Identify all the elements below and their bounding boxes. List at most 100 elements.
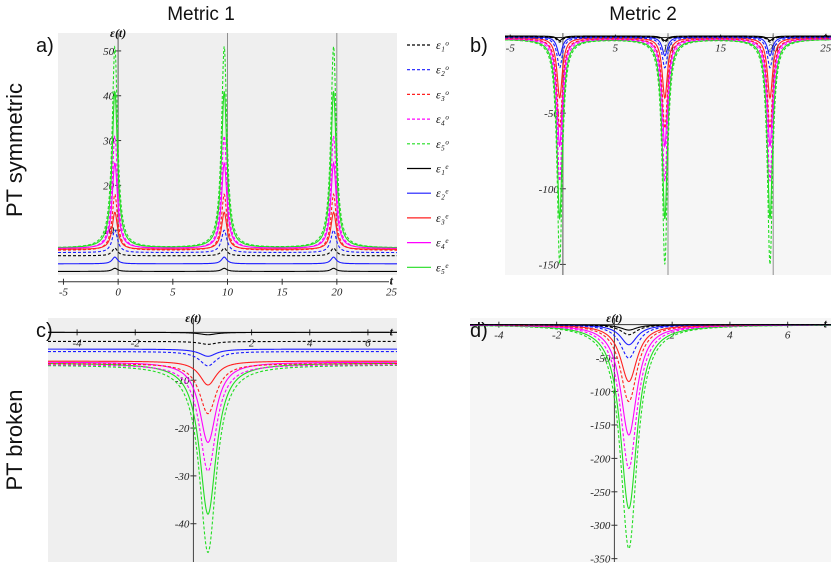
x-tick-label: 25 xyxy=(820,43,831,55)
x-tick-label: 0 xyxy=(115,287,121,299)
series-line-e3 xyxy=(48,360,397,386)
x-tick-label: 25 xyxy=(386,287,398,299)
x-tick-label: 15 xyxy=(715,43,727,55)
legend-label: ε₃ᵒ xyxy=(436,87,449,101)
series-line-o1 xyxy=(470,324,831,336)
series-line-o4 xyxy=(469,324,831,470)
legend-item: ε₁ᵒ xyxy=(407,38,449,52)
x-axis-label: t xyxy=(390,324,394,338)
series-line-e4 xyxy=(57,160,398,249)
plot-background xyxy=(470,318,831,562)
legend-label: ε₅ᵒ xyxy=(436,137,449,151)
series-line-e5 xyxy=(57,90,397,249)
y-tick-label: -10 xyxy=(175,375,190,387)
series-line-e5 xyxy=(504,39,831,221)
x-tick-label: -4 xyxy=(494,330,504,342)
x-tick-label: 6 xyxy=(365,337,371,349)
legend-label: ε₃ᵉ xyxy=(436,211,449,225)
column-title-metric-2: Metric 2 xyxy=(609,4,677,25)
panel-label: a) xyxy=(36,35,54,57)
series-line-e1 xyxy=(48,331,397,336)
y-tick-label: -250 xyxy=(590,487,611,499)
legend-item: ε₂ᵒ xyxy=(407,63,449,77)
y-tick-label: -40 xyxy=(175,519,190,531)
series-line-o1 xyxy=(505,36,831,43)
legend-label: ε₂ᵒ xyxy=(436,63,449,77)
series-line-o3 xyxy=(504,38,831,131)
x-tick-label: 5 xyxy=(170,287,176,299)
x-tick-label: 4 xyxy=(727,330,733,342)
series-line-e3 xyxy=(505,37,831,100)
x-tick-label: -5 xyxy=(59,287,69,299)
x-tick-label: 15 xyxy=(277,287,289,299)
legend-item: ε₂ᵉ xyxy=(407,186,449,200)
y-tick-label: 50 xyxy=(103,46,115,58)
y-tick-label: -100 xyxy=(539,184,560,196)
y-tick-label: -150 xyxy=(590,420,611,432)
legend-item: ε₃ᵉ xyxy=(407,211,449,225)
y-tick-label: -30 xyxy=(175,471,190,483)
series-line-e1 xyxy=(505,35,831,42)
legend-label: ε₁ᵒ xyxy=(436,38,449,52)
y-axis-label: ε(t) xyxy=(185,311,201,325)
series-line-o5 xyxy=(470,324,831,550)
series-line-o3 xyxy=(57,192,397,251)
legend-label: ε₄ᵒ xyxy=(436,112,449,126)
legend-item: ε₁ᵉ xyxy=(407,162,449,176)
series-line-o5 xyxy=(504,39,831,266)
series-line-e1 xyxy=(58,267,397,272)
x-tick-label: -5 xyxy=(506,43,516,55)
x-tick-label: 20 xyxy=(331,287,343,299)
series-line-o2 xyxy=(58,229,397,254)
row-title-pt-broken: PT broken xyxy=(2,389,27,490)
legend-label: ε₂ᵉ xyxy=(436,186,449,200)
x-tick-label: -4 xyxy=(72,337,82,349)
series-line-e4 xyxy=(48,361,397,443)
y-tick-label: 40 xyxy=(103,91,115,103)
x-tick-label: 10 xyxy=(222,287,234,299)
y-tick-label: 20 xyxy=(103,180,115,192)
series-line-o1 xyxy=(48,340,397,345)
legend-label: ε₁ᵉ xyxy=(436,162,449,176)
series-line-o5 xyxy=(57,45,398,249)
panel-label: b) xyxy=(470,35,488,57)
legend-label: ε₅ᵉ xyxy=(436,260,449,274)
series-line-e4 xyxy=(504,38,831,149)
legend-item: ε₅ᵒ xyxy=(407,137,449,151)
row-title-pt-symmetric: PT symmetric xyxy=(2,83,27,217)
panel-label: d) xyxy=(470,320,488,342)
series-line-o4 xyxy=(505,38,831,183)
legend-item: ε₃ᵒ xyxy=(407,87,449,101)
y-tick-label: -20 xyxy=(175,423,190,435)
series-line-e2 xyxy=(504,36,831,57)
legend-item: ε₄ᵒ xyxy=(407,112,449,126)
y-axis-label: ε(t) xyxy=(606,311,622,325)
series-line-e3 xyxy=(58,211,397,250)
y-tick-label: -200 xyxy=(590,453,611,465)
x-tick-label: -2 xyxy=(552,330,562,342)
legend-item: ε₄ᵉ xyxy=(407,236,449,250)
panel-c: c) ε(t) t -4 -2 2 4 6 -10 -20 -30 -40 xyxy=(36,311,397,562)
y-tick-label: -150 xyxy=(539,259,560,271)
x-tick-label: -2 xyxy=(131,337,141,349)
y-tick-label: -350 xyxy=(590,554,611,565)
column-title-metric-1: Metric 1 xyxy=(167,4,235,25)
x-axis-label: t xyxy=(824,317,828,331)
y-tick-label: -100 xyxy=(590,387,611,399)
x-tick-label: 2 xyxy=(249,337,255,349)
panel-label: c) xyxy=(36,320,53,342)
series-line-o4 xyxy=(48,364,397,472)
series-line-o3 xyxy=(48,363,397,415)
series-line-o2 xyxy=(48,350,397,367)
series-line-e2 xyxy=(58,256,398,265)
x-tick-label: 5 xyxy=(613,43,619,55)
x-tick-label: 6 xyxy=(785,330,791,342)
series-line-o4 xyxy=(58,135,397,250)
panel-d: d)ε(t) t-4 -2 2 4 6-50-100-150-200-250-300-35… xyxy=(469,311,831,565)
series-line-e2 xyxy=(48,348,397,357)
legend-item: ε₅ᵉ xyxy=(407,260,449,274)
legend: ε₁ᵒ ε₂ᵒ ε₃ᵒ ε₄ᵒ ε₅ᵒ ε₁ᵉ ε₂ᵉ ε₃ᵉ ε₄ᵉ ε₅ᵉ xyxy=(407,38,449,274)
